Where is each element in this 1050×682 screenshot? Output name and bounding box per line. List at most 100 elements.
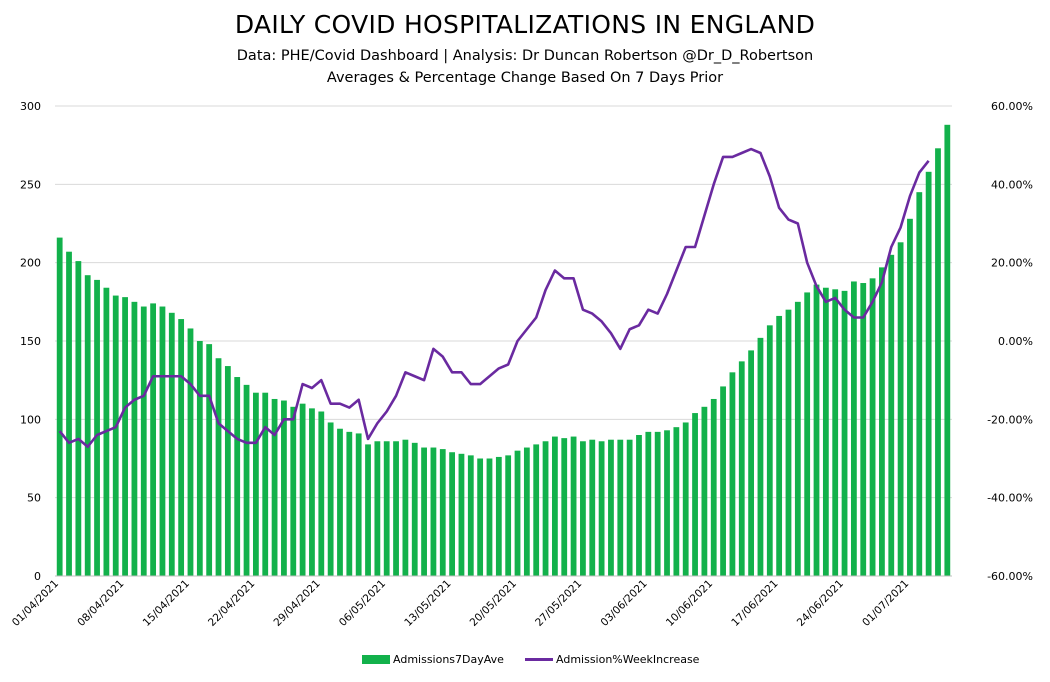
bar [794, 301, 801, 576]
bar [449, 452, 456, 576]
bar [757, 337, 764, 576]
line-path [58, 147, 930, 449]
bar [869, 278, 876, 576]
bar [281, 400, 287, 576]
bar [822, 287, 829, 576]
line-series [58, 147, 930, 449]
bar [720, 386, 726, 576]
y-tick-label-right: 60.00% [991, 100, 1033, 113]
chart-title: DAILY COVID HOSPITALIZATIONS IN ENGLAND [234, 10, 816, 39]
chart-subtitle-2: Averages & Percentage Change Based On 7 … [326, 70, 724, 86]
bar [850, 281, 857, 576]
bar [215, 358, 222, 576]
y-tick-label-right: 40.00% [991, 178, 1033, 191]
x-tick-label: 27/05/2021 [533, 578, 584, 629]
bar [570, 436, 577, 576]
bar [897, 242, 904, 577]
bar [159, 306, 166, 576]
y-tick-label-left: 100 [20, 413, 41, 426]
bar [935, 148, 941, 577]
bar [916, 192, 923, 576]
bar [383, 441, 390, 576]
bar [776, 315, 783, 576]
bar [701, 406, 708, 576]
bar [533, 444, 540, 576]
legend-label-line: Admission%WeekIncrease [556, 653, 700, 666]
bar [692, 413, 698, 576]
x-tick-label: 15/04/2021 [141, 578, 192, 629]
bar [729, 372, 736, 576]
gridlines [55, 105, 952, 577]
bar [299, 403, 306, 576]
x-tick-label: 17/06/2021 [729, 578, 780, 629]
bar [673, 427, 680, 576]
bar [664, 430, 670, 576]
bar [290, 406, 297, 576]
bar [243, 384, 250, 576]
bar [365, 444, 371, 576]
bar [785, 309, 792, 576]
bar [804, 292, 811, 576]
bar [589, 439, 596, 576]
bar [907, 218, 913, 577]
y-tick-label-right: 20.00% [991, 257, 1033, 270]
bar [234, 377, 241, 576]
y-tick-label-left: 200 [20, 257, 41, 270]
bar [766, 325, 773, 576]
legend: Admissions7DayAve Admission%WeekIncrease [362, 653, 700, 666]
bar [122, 297, 128, 576]
bar [318, 411, 325, 576]
y-tick-label-left: 250 [20, 178, 41, 191]
x-tick-label: 22/04/2021 [206, 578, 257, 629]
bar [262, 392, 269, 576]
bar [168, 312, 175, 576]
y-tick-label-left: 0 [34, 570, 41, 583]
bar [430, 447, 437, 576]
y-tick-label-right: -60.00% [987, 570, 1033, 583]
bar [738, 361, 745, 576]
x-tick-label: 24/06/2021 [795, 578, 846, 629]
y-axis-left: 0 50 100 150 200 250 300 [20, 100, 41, 583]
bar [75, 261, 82, 576]
bar [252, 392, 259, 576]
bar [374, 441, 381, 576]
x-tick-label: 06/05/2021 [337, 578, 388, 629]
bar [355, 433, 362, 576]
x-tick-label: 01/04/2021 [10, 578, 61, 629]
bar [393, 441, 399, 576]
bar [84, 275, 91, 576]
x-tick-label: 13/05/2021 [402, 578, 453, 629]
bar [421, 447, 427, 576]
x-tick-label: 01/07/2021 [860, 578, 911, 629]
bar [841, 290, 848, 576]
bar [271, 398, 278, 576]
bar [477, 458, 484, 576]
bar [608, 439, 614, 576]
bar [402, 439, 409, 576]
bar [346, 431, 353, 576]
x-tick-label: 08/04/2021 [75, 578, 126, 629]
bar [495, 456, 502, 576]
bar [505, 455, 512, 576]
bar [580, 441, 586, 576]
x-tick-label: 20/05/2021 [468, 578, 519, 629]
legend-swatch-bars [362, 655, 390, 664]
y-tick-label-right: -20.00% [987, 413, 1033, 426]
bar [710, 398, 717, 576]
bar [131, 301, 138, 576]
bar [66, 251, 72, 576]
y-tick-label-right: -40.00% [987, 492, 1033, 505]
bar [542, 441, 549, 576]
bar [411, 442, 418, 576]
bar [832, 289, 839, 576]
bar [196, 341, 203, 576]
bar [561, 438, 568, 576]
x-tick-label: 10/06/2021 [664, 578, 715, 629]
bar-series [56, 124, 951, 577]
bar [439, 449, 446, 576]
bar [309, 408, 315, 576]
bar [925, 171, 932, 577]
bar [636, 435, 642, 576]
